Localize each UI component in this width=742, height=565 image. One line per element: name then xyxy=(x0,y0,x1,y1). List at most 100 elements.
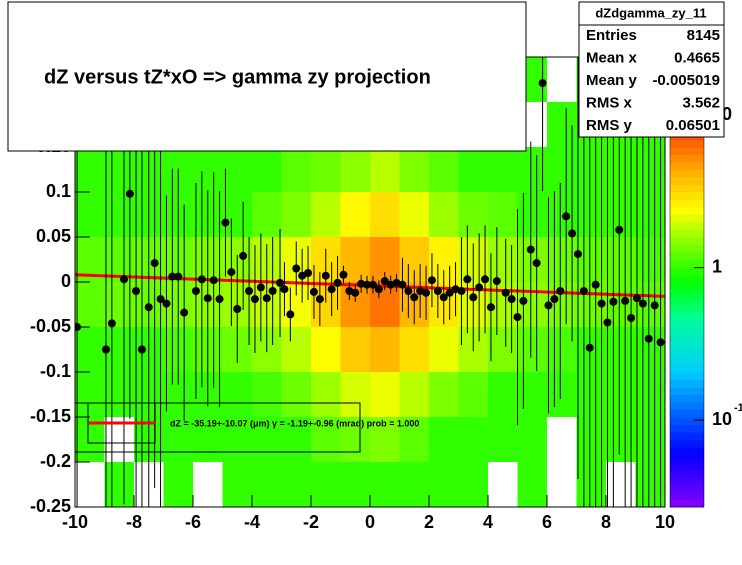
heat-cell xyxy=(75,372,105,417)
profile-point xyxy=(162,299,171,308)
profile-point xyxy=(191,287,200,295)
colorbar-band xyxy=(670,289,704,298)
heat-cell xyxy=(399,192,429,237)
y-tick-label: -0.25 xyxy=(30,496,71,516)
colorbar-band xyxy=(670,469,704,478)
colorbar-band xyxy=(670,244,704,253)
heat-cell xyxy=(429,462,459,507)
heat-cell xyxy=(104,462,134,507)
stats-value: 0.06501 xyxy=(666,117,720,134)
z-tick-label: 10 xyxy=(712,409,732,429)
heat-cell xyxy=(193,147,223,192)
heat-cell xyxy=(222,417,252,462)
profile-point xyxy=(550,295,559,304)
heat-cell xyxy=(252,192,282,237)
profile-point xyxy=(156,295,165,304)
profile-point xyxy=(256,283,265,292)
profile-point xyxy=(150,259,159,268)
colorbar-band xyxy=(670,297,704,305)
profile-point xyxy=(321,271,330,280)
profile-point xyxy=(627,314,636,322)
colorbar-band xyxy=(670,319,704,328)
profile-point xyxy=(292,264,301,273)
profile-point xyxy=(591,280,600,289)
heat-cell xyxy=(488,327,518,372)
profile-point xyxy=(209,276,218,285)
colorbar-band xyxy=(670,394,704,403)
legend-text: dZ = -35.19+-10.07 (μm) γ = -1.19+-0.96 … xyxy=(170,418,419,428)
heat-cell xyxy=(517,462,547,507)
heat-cell xyxy=(104,192,134,237)
heat-cell xyxy=(222,462,252,507)
profile-point xyxy=(501,288,510,297)
heat-cell xyxy=(163,462,193,507)
heat-cell xyxy=(281,327,311,372)
heat-cell xyxy=(340,372,370,417)
colorbar-band xyxy=(670,192,704,200)
heat-cell xyxy=(193,417,223,462)
heat-cell xyxy=(311,147,341,192)
heat-cell xyxy=(311,417,341,462)
profile-point xyxy=(532,259,541,268)
x-tick-label: -6 xyxy=(185,512,201,532)
colorbar-band xyxy=(670,357,704,365)
profile-point xyxy=(404,287,413,295)
heat-cell xyxy=(399,417,429,462)
profile-point xyxy=(457,287,466,295)
x-tick-label: 8 xyxy=(601,512,611,532)
stats-value: 8145 xyxy=(687,27,720,44)
heat-cell xyxy=(222,372,252,417)
z-tick-label: 1 xyxy=(712,256,722,276)
profile-point xyxy=(621,296,630,305)
colorbar-band xyxy=(670,409,704,418)
legend-outer xyxy=(74,402,361,453)
profile-point xyxy=(481,275,490,284)
colorbar-band xyxy=(670,229,704,238)
stats-value: 0.4665 xyxy=(674,49,720,66)
profile-point xyxy=(245,287,254,295)
heat-cell xyxy=(429,417,459,462)
heat-cell xyxy=(517,372,547,417)
heat-cell xyxy=(429,327,459,372)
colorbar-band xyxy=(670,199,704,208)
profile-point xyxy=(492,277,501,286)
profile-point xyxy=(615,225,624,234)
colorbar-band xyxy=(670,499,704,508)
heat-cell xyxy=(370,372,400,417)
colorbar-band xyxy=(670,454,704,463)
heat-cell xyxy=(252,462,282,507)
y-tick-label: 0.1 xyxy=(46,181,71,201)
y-tick-label: -0.15 xyxy=(30,406,71,426)
heat-cell xyxy=(517,237,547,282)
heat-cell xyxy=(370,417,400,462)
profile-point xyxy=(304,269,313,277)
heat-cell xyxy=(104,147,134,192)
heat-cell xyxy=(311,372,341,417)
heat-cell xyxy=(75,282,105,327)
heat-cell xyxy=(163,417,193,462)
colorbar-band xyxy=(670,439,704,448)
heat-cell xyxy=(104,282,134,327)
colorbar-band xyxy=(670,462,704,470)
profile-point xyxy=(125,189,134,198)
colorbar-band xyxy=(670,154,704,163)
heat-cell xyxy=(429,147,459,192)
colorbar-band xyxy=(670,312,704,320)
profile-point xyxy=(215,295,224,304)
heat-cell xyxy=(75,147,105,192)
colorbar-band xyxy=(670,237,704,245)
stats-label: RMS x xyxy=(586,94,633,111)
colorbar-band xyxy=(670,424,704,433)
heat-cell xyxy=(281,462,311,507)
colorbar-band xyxy=(670,477,704,485)
heat-cell xyxy=(75,192,105,237)
heat-cell xyxy=(488,192,518,237)
colorbar-band xyxy=(670,379,704,388)
profile-point xyxy=(398,280,407,289)
colorbar-band xyxy=(670,207,704,215)
profile-point xyxy=(315,295,324,304)
stats-title: dZdgamma_zy_11 xyxy=(595,5,706,20)
profile-point xyxy=(276,278,285,287)
stats-value: -0.005019 xyxy=(652,72,720,89)
profile-point xyxy=(168,272,177,281)
